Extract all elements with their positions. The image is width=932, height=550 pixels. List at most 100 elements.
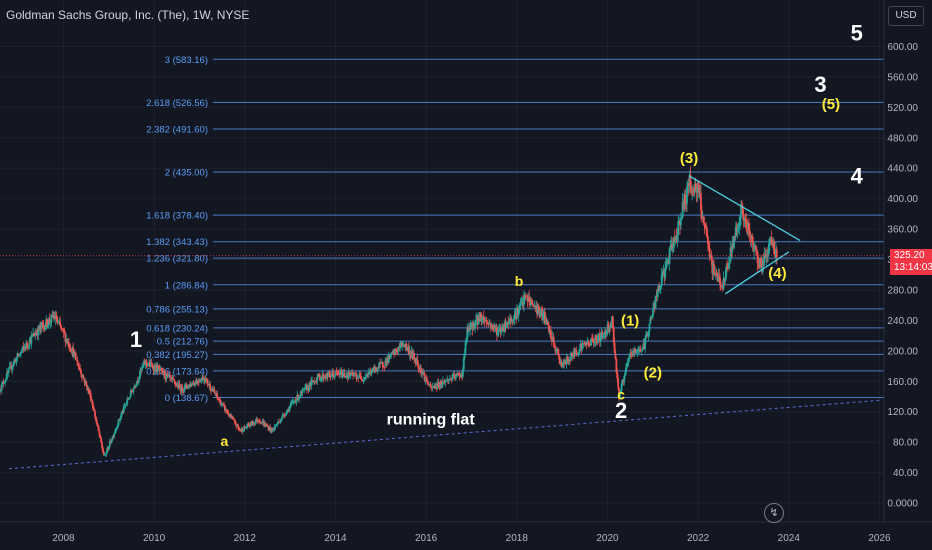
fib-level-label: 0.382 (195.27) xyxy=(146,350,208,361)
candle-body xyxy=(700,210,703,219)
price-tick-label: 280.00 xyxy=(887,285,918,296)
candle-body xyxy=(597,335,599,343)
candle-body xyxy=(81,374,83,378)
candle-body xyxy=(34,332,37,336)
candle-body xyxy=(237,427,240,429)
candle-body xyxy=(644,338,647,349)
time-tick-label: 2012 xyxy=(234,533,257,544)
fibonacci-levels: 0 (138.67) 0.236 (173.64) 0.382 (195.27) 0.… xyxy=(146,55,884,404)
candle-body xyxy=(169,375,171,378)
candle-body xyxy=(429,384,432,387)
candle-body xyxy=(232,419,235,420)
candle-body xyxy=(676,234,679,240)
candle-body xyxy=(291,402,293,403)
candle-body xyxy=(316,377,319,382)
candle-body xyxy=(128,396,131,399)
candle-body xyxy=(511,320,514,322)
candle-body xyxy=(547,321,550,326)
candle-body xyxy=(200,378,203,382)
candle-body xyxy=(258,420,260,422)
candle-body xyxy=(554,345,557,352)
price-tick-label: 160.00 xyxy=(887,377,918,388)
candle-body xyxy=(119,417,122,420)
candle-body xyxy=(737,226,740,229)
candle-body xyxy=(298,396,301,398)
wave-label-minor: (2) xyxy=(644,364,662,381)
candle-body xyxy=(725,266,728,278)
candle-body xyxy=(238,428,241,431)
candle-body xyxy=(108,440,111,447)
candle-body xyxy=(335,371,338,373)
candle-body xyxy=(420,367,422,374)
price-tick-label: 520.00 xyxy=(887,103,918,114)
time-tick-label: 2008 xyxy=(52,533,75,544)
candle-body xyxy=(582,343,585,346)
candle-body xyxy=(230,414,232,418)
candle-body xyxy=(577,351,580,354)
fib-level-label: 2.618 (526.56) xyxy=(146,98,208,109)
candle-body xyxy=(160,368,163,369)
candle-body xyxy=(19,354,21,355)
wave-label-major: 3 xyxy=(814,72,826,97)
candle-body xyxy=(298,396,300,400)
candle-body xyxy=(587,341,590,345)
candle-body xyxy=(591,338,594,343)
candle-body xyxy=(183,385,186,390)
price-tick-label: 240.00 xyxy=(887,316,918,327)
candle-body xyxy=(719,278,722,285)
wave-label-minor: (4) xyxy=(768,265,786,282)
candle-body xyxy=(15,357,18,363)
candle-body xyxy=(52,314,55,318)
candle-body xyxy=(502,330,505,332)
candle-body xyxy=(726,266,728,268)
wave-label-minor: (5) xyxy=(822,96,840,113)
candle-body xyxy=(108,446,110,450)
candle-body xyxy=(358,374,361,378)
candle-body xyxy=(593,341,596,343)
candle-body xyxy=(659,285,662,288)
candle-body xyxy=(290,402,293,406)
candle-body xyxy=(85,381,88,385)
lightning-icon[interactable]: ↯ xyxy=(764,503,784,523)
candle-body xyxy=(581,345,584,349)
time-axis[interactable]: 2008 2010 2012 2014 2016 2018 2020 2022 2024 2026 xyxy=(0,521,932,550)
candle-body xyxy=(626,362,629,364)
candle-body xyxy=(128,398,130,400)
candle-body xyxy=(40,323,43,328)
candle-body xyxy=(552,336,555,343)
candle-body xyxy=(380,362,382,364)
candle-body xyxy=(281,415,284,419)
candle-body xyxy=(520,302,523,304)
candle-body xyxy=(605,331,608,335)
candle-body xyxy=(142,365,144,368)
candle-body xyxy=(351,372,354,374)
candle-body xyxy=(349,375,352,377)
candle-body xyxy=(243,426,246,432)
candle-body xyxy=(536,305,539,314)
candle-body xyxy=(363,377,366,379)
candle-body xyxy=(0,390,2,392)
candle-body xyxy=(13,360,15,365)
wave-label-major: 2 xyxy=(615,398,627,423)
candle-body xyxy=(191,383,194,386)
candle-body xyxy=(613,342,616,354)
candle-body xyxy=(740,204,742,218)
candle-body xyxy=(217,396,219,399)
candle-body xyxy=(680,217,683,219)
candle-body xyxy=(94,416,97,421)
candle-body xyxy=(661,271,664,275)
candle-body xyxy=(518,305,521,310)
candle-body xyxy=(187,385,190,388)
candle-body xyxy=(679,218,682,226)
price-axis[interactable]: 600.00 560.00 520.00 480.00 440.00 400.00 360.… xyxy=(883,0,932,550)
candle-body xyxy=(389,353,392,359)
candle-body xyxy=(241,428,244,432)
candle-body xyxy=(768,243,770,254)
candle-body xyxy=(608,327,611,331)
currency-button[interactable]: USD xyxy=(888,6,924,26)
candle-body xyxy=(80,370,82,375)
candle-body xyxy=(620,383,623,391)
candle-body xyxy=(757,263,760,266)
candle-body xyxy=(773,241,776,255)
